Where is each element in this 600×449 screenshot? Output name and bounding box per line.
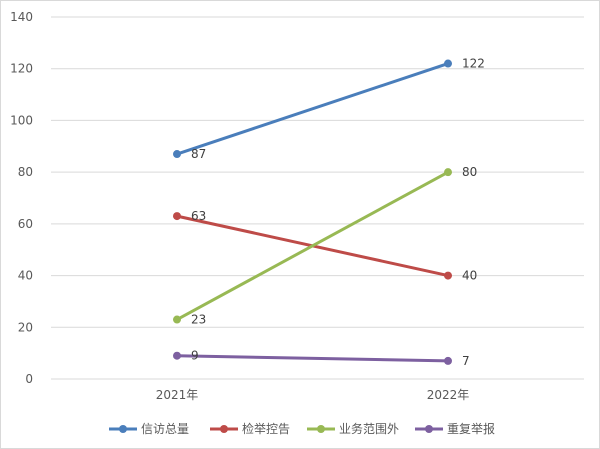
legend-item: 信访总量: [109, 422, 189, 436]
series-3: [173, 168, 452, 324]
legend-label: 检举控告: [242, 421, 290, 436]
data-point: [173, 212, 181, 221]
legend-label: 信访总量: [141, 422, 189, 436]
y-tick-label: 20: [18, 320, 33, 334]
x-axis-ticks: 2021年 2022年: [156, 388, 470, 402]
series-line: [175, 170, 450, 322]
data-label: 7: [462, 354, 470, 368]
data-point: [173, 351, 181, 360]
legend-item: 检举控告: [210, 421, 290, 436]
series-line: [175, 354, 450, 363]
data-label: 87: [191, 147, 206, 161]
data-labels: 87 122 63 40 23 80 9 7: [191, 57, 485, 368]
y-tick-label: 80: [18, 165, 33, 179]
data-point: [444, 356, 452, 365]
x-tick-label: 2022年: [427, 388, 470, 402]
data-point: [444, 271, 452, 280]
series-line: [175, 62, 450, 156]
y-tick-label: 60: [18, 217, 33, 231]
data-label: 40: [462, 269, 477, 283]
data-label: 9: [191, 349, 199, 363]
data-point: [444, 59, 452, 68]
series-1: [173, 59, 452, 159]
legend: 信访总量 检举控告 业务范围外 重复举报: [109, 421, 495, 436]
legend-label: 重复举报: [447, 421, 495, 436]
legend-swatch-marker: [119, 425, 127, 433]
series-lines: [173, 59, 452, 365]
legend-item: 业务范围外: [307, 421, 399, 436]
data-point: [173, 150, 181, 159]
data-label: 63: [191, 209, 206, 223]
data-label: 80: [462, 165, 477, 179]
legend-swatch-marker: [425, 425, 433, 433]
data-point: [173, 315, 181, 324]
x-tick-label: 2021年: [156, 388, 199, 402]
data-label: 23: [191, 313, 206, 327]
y-tick-label: 0: [25, 372, 33, 386]
legend-item: 重复举报: [415, 421, 495, 436]
y-tick-label: 40: [18, 269, 33, 283]
y-tick-label: 100: [10, 113, 33, 127]
y-axis-ticks: 0 20 40 60 80 100 120 140: [10, 10, 33, 386]
legend-label: 业务范围外: [339, 421, 399, 436]
y-tick-label: 140: [10, 10, 33, 24]
legend-swatch-marker: [220, 425, 228, 433]
legend-swatch-marker: [317, 425, 325, 433]
series-4: [173, 351, 452, 365]
data-point: [444, 168, 452, 177]
data-label: 122: [462, 57, 485, 71]
gridlines: [51, 16, 584, 380]
y-tick-label: 120: [10, 62, 33, 76]
